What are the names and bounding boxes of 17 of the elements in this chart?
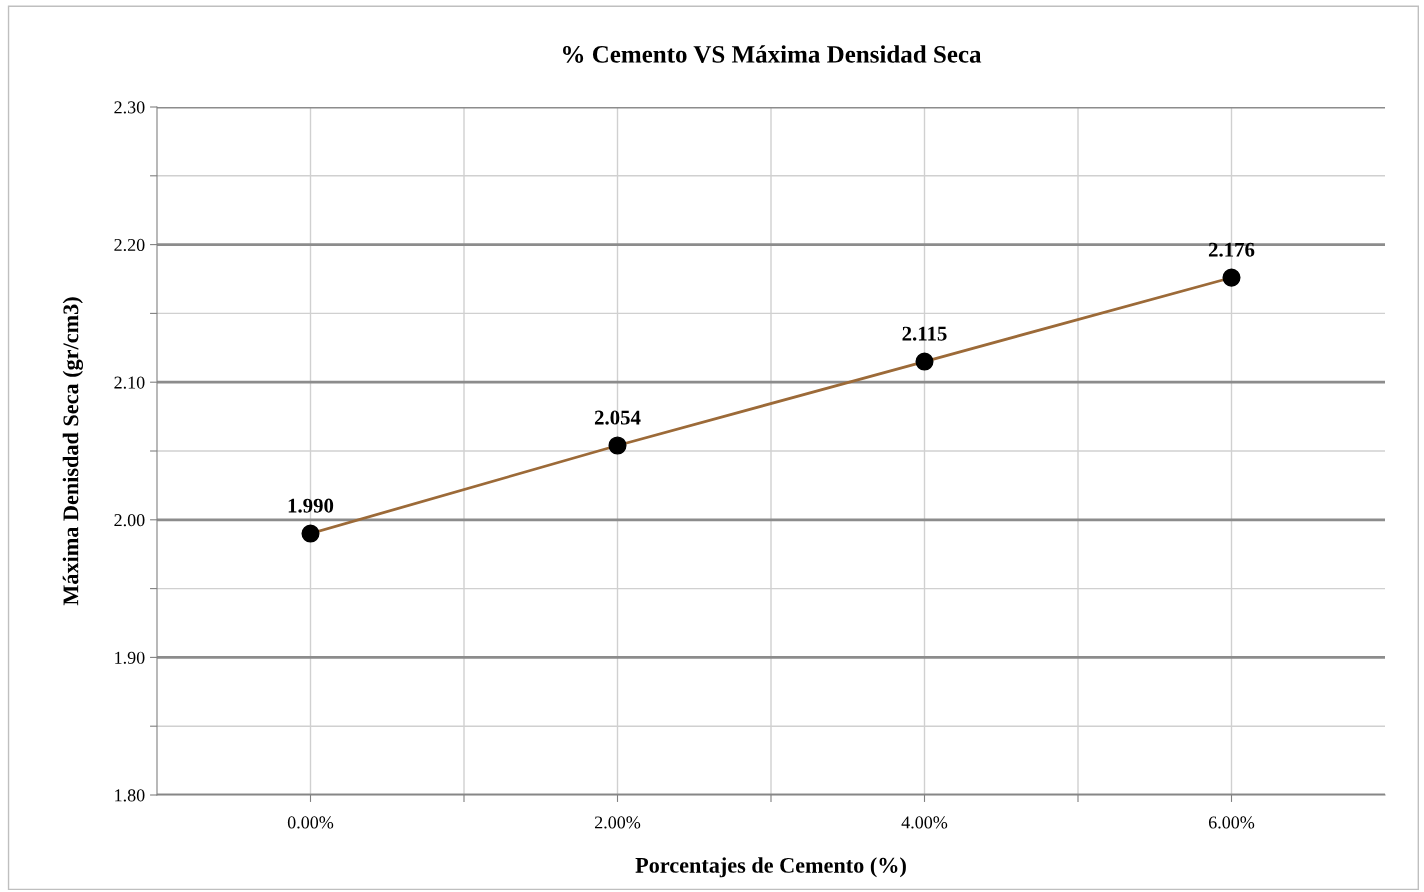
x-tick-label: 6.00% [1208, 816, 1255, 829]
x-axis-title: Porcentajes de Cemento (%) [635, 857, 906, 878]
y-tick-label: 2.00 [114, 514, 145, 527]
y-tick-label: 2.30 [114, 101, 145, 114]
x-tick-label: 4.00% [901, 816, 948, 829]
data-label: 2.176 [1208, 242, 1255, 257]
y-tick-label: 1.90 [115, 651, 145, 664]
y-tick-label: 2.20 [114, 238, 145, 252]
data-label: 1.990 [288, 498, 334, 513]
x-tick-label: 2.00% [594, 816, 641, 829]
data-label: 2.115 [902, 326, 947, 341]
y-tick-label: 2.10 [114, 376, 145, 389]
y-axis-title: Máxima Denisdad Seca (gr/cm3) [62, 297, 84, 606]
x-tick-label: 0.00% [287, 816, 334, 829]
data-label: 2.054 [594, 410, 641, 425]
y-tick-label: 1.80 [115, 789, 145, 802]
chart-title: % Cemento VS Máxima Densidad Seca [563, 45, 982, 63]
